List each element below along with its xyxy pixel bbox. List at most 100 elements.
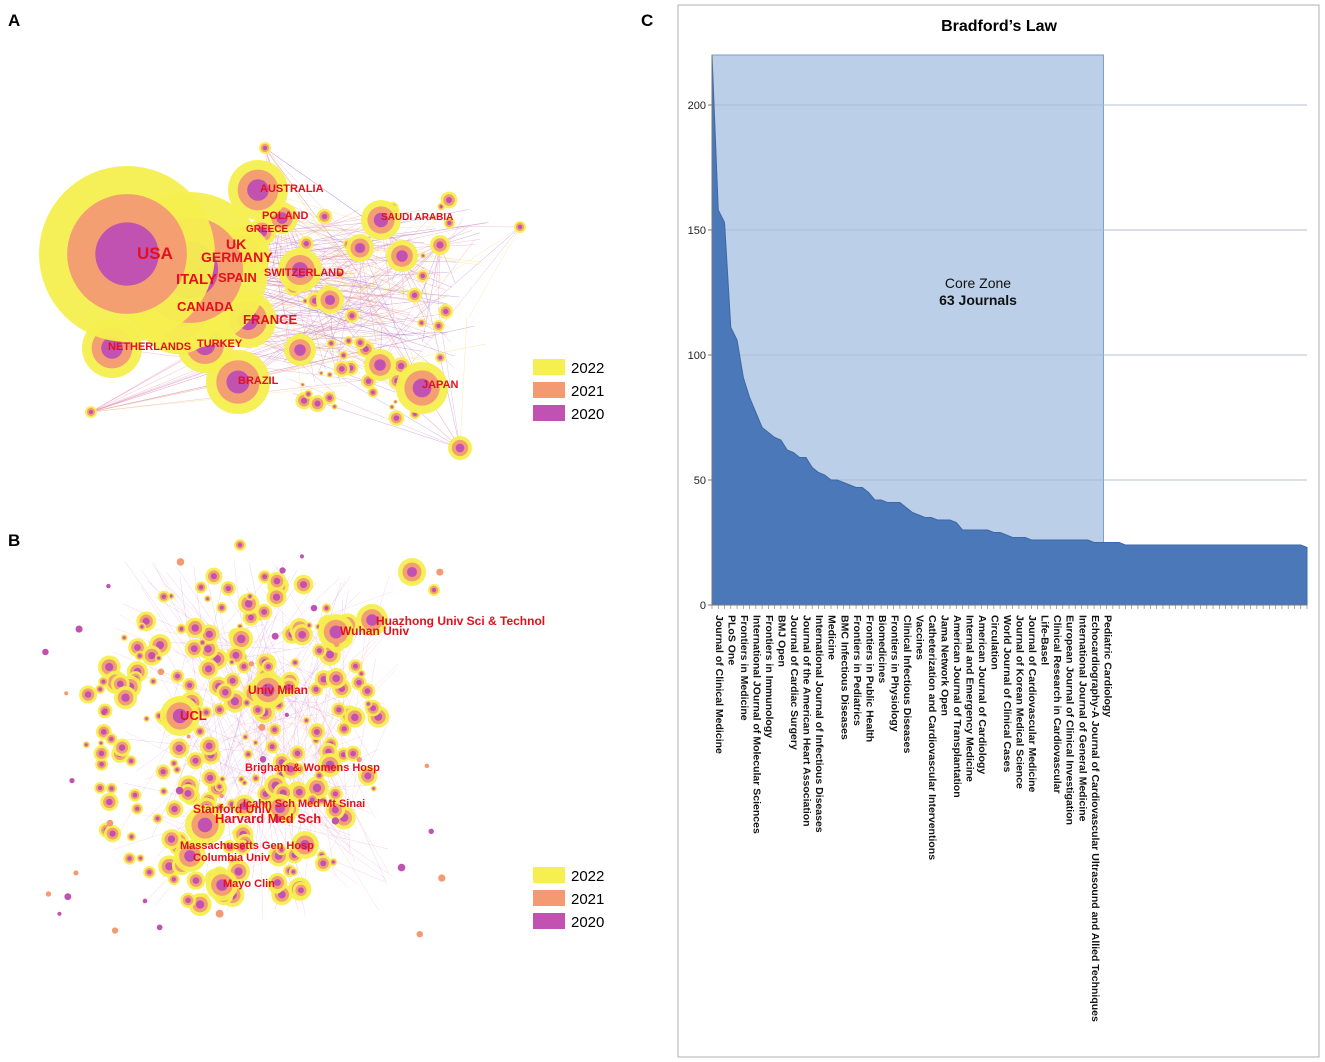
legend-b-swatch-2022 — [533, 867, 565, 883]
network-b-node — [111, 927, 119, 934]
x-label: Biomedicines — [876, 615, 888, 683]
network-b-node — [416, 930, 423, 938]
network-b-node — [356, 604, 388, 636]
network-b-node — [301, 843, 307, 848]
network-b-node — [358, 766, 378, 786]
network-b-node — [75, 625, 83, 633]
network-b-node — [120, 634, 128, 642]
network-b-node — [64, 893, 72, 901]
network-b-node — [370, 785, 377, 792]
network-a-node — [353, 336, 367, 350]
network-b-node — [327, 786, 343, 802]
network-b-node — [234, 839, 251, 856]
legend-b-swatch-2021 — [533, 890, 565, 906]
network-b-node — [267, 872, 288, 893]
network-b-node — [344, 707, 366, 728]
network-b-node — [175, 786, 184, 795]
x-label: BMC Infectious Diseases — [838, 615, 850, 740]
network-b-node — [271, 632, 279, 640]
network-b-node — [266, 587, 287, 608]
network-b-node — [125, 755, 137, 767]
network-b-node — [185, 805, 225, 845]
label-spain: SPAIN — [218, 270, 257, 285]
network-b-node — [198, 659, 219, 679]
network-b-labels: Huazhong Univ Sci & Technol Wuhan Univ U… — [180, 614, 545, 890]
label-harvard: Harvard Med Sch — [215, 811, 321, 826]
network-a-node — [430, 215, 435, 220]
network-b-node — [64, 691, 69, 696]
network-b-node — [142, 898, 148, 904]
network-b-node — [184, 617, 206, 639]
network-a-node — [367, 386, 379, 398]
network-b-node — [266, 794, 294, 822]
network-b-node — [293, 764, 299, 770]
network-b-node — [228, 658, 236, 666]
network-b-node — [203, 595, 212, 603]
network-b-node — [155, 654, 163, 662]
network-a-node — [388, 410, 405, 426]
network-b-node — [186, 871, 206, 890]
label-icahn: Icahn Sch Med Mt Sinai — [243, 798, 365, 810]
network-b-node — [168, 873, 180, 886]
network-b-node — [205, 567, 223, 585]
label-wuhan: Wuhan Univ — [340, 624, 409, 638]
network-a-node — [326, 371, 333, 378]
label-mgh: Massachusetts Gen Hosp — [180, 840, 314, 852]
network-a-node — [514, 221, 526, 233]
legend-a: 2022 2021 2020 — [533, 359, 604, 423]
network-b-node — [161, 829, 182, 850]
network-b: Huazhong Univ Sci & Technol Wuhan Univ U… — [42, 539, 545, 938]
network-b-node — [106, 819, 114, 827]
x-label: Frontiers in Medicine — [738, 615, 750, 721]
panel-label-c: C — [641, 11, 653, 30]
x-label: Catheterization and Cardiovascular Inter… — [926, 615, 938, 860]
network-b-node — [261, 659, 276, 674]
network-b-node — [250, 672, 286, 708]
y-tick-label-100: 100 — [688, 350, 706, 362]
x-label: European Journal of Clinical Investigati… — [1064, 615, 1076, 825]
x-label: International JOurnal of Molecular Scien… — [751, 615, 763, 834]
x-label: American Journal of Cardiology — [976, 615, 988, 774]
network-b-node — [169, 759, 179, 768]
network-b-node — [359, 683, 376, 699]
network-a-node — [303, 389, 313, 399]
label-australia: AUSTRALIA — [260, 183, 324, 195]
label-stanford: Stanford Univ — [193, 802, 272, 816]
label-switzerland: SWITZERLAND — [264, 267, 344, 279]
network-b-node — [314, 855, 332, 872]
network-b-node — [336, 721, 352, 737]
network-b-node — [167, 592, 175, 600]
legend-a-label-2020: 2020 — [571, 406, 604, 423]
network-b-node — [232, 794, 256, 817]
x-axis-labels: Journal of Clinical Medicine PLoS One Fron… — [713, 615, 1113, 1022]
network-a-node — [308, 395, 327, 413]
x-axis-ticks — [711, 605, 1308, 609]
network-b-node — [424, 763, 430, 769]
label-huazhong: Huazhong Univ Sci & Technol — [376, 614, 545, 628]
network-b-node — [176, 623, 187, 635]
network-a-nodes — [39, 142, 526, 460]
network-b-node — [245, 592, 254, 601]
network-b-node — [165, 800, 184, 818]
network-b-node — [194, 581, 208, 594]
network-b-node — [325, 667, 347, 689]
network-b-node — [312, 643, 327, 658]
network-b-node — [237, 593, 260, 615]
network-b-node — [438, 874, 446, 882]
label-mayo: Mayo Clin — [223, 878, 275, 890]
network-b-node — [103, 824, 122, 843]
core-zone-label: Core Zone — [945, 275, 1011, 291]
network-b-node — [174, 840, 206, 872]
network-b-node — [258, 723, 266, 731]
label-canada: CANADA — [177, 299, 234, 314]
x-label: Pediatric Cardiology — [1101, 615, 1113, 717]
network-a-node — [326, 338, 336, 348]
bradford-chart: Bradford’s Law 0 50 100 150 200 Journal of C… — [677, 4, 1320, 1058]
network-a-node — [39, 166, 215, 342]
legend-b-label-2020: 2020 — [571, 914, 604, 931]
x-label: BMJ Open — [776, 615, 788, 667]
network-b-node — [160, 696, 200, 736]
x-label: Journal of Clinical Medicine — [713, 615, 725, 754]
legend-a-swatch-2021 — [533, 382, 565, 398]
